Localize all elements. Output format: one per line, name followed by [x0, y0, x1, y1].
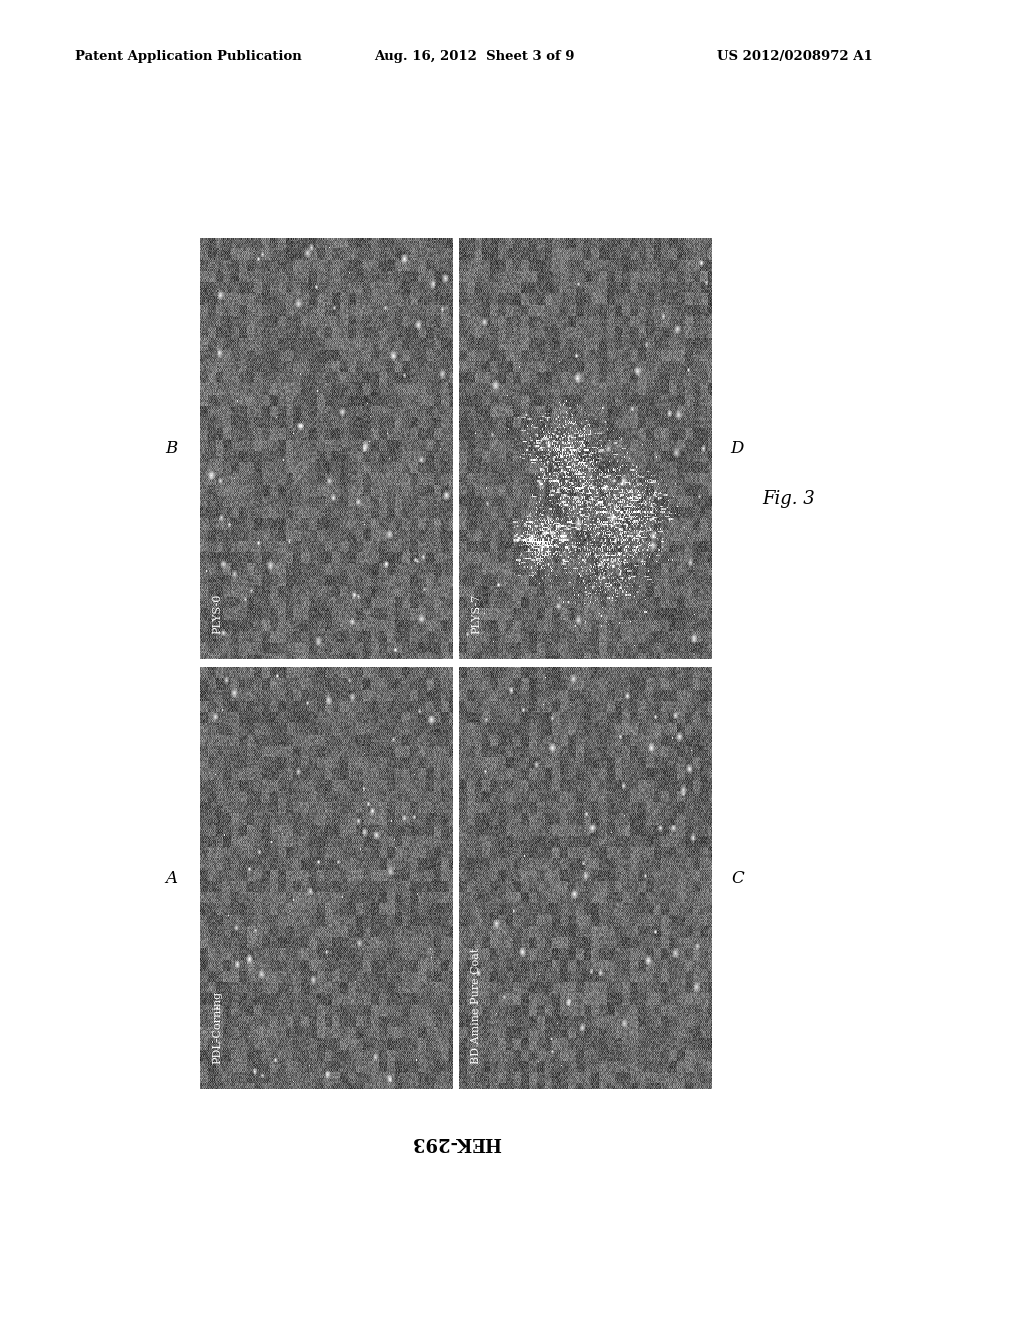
Text: Aug. 16, 2012  Sheet 3 of 9: Aug. 16, 2012 Sheet 3 of 9 — [374, 50, 574, 63]
Text: B: B — [165, 440, 177, 457]
Text: D: D — [730, 440, 744, 457]
Text: PLYS-7: PLYS-7 — [471, 594, 481, 634]
Text: BD Amine Pure Coat: BD Amine Pure Coat — [471, 948, 481, 1064]
Text: HEK-293: HEK-293 — [411, 1133, 501, 1151]
Text: A: A — [165, 870, 177, 887]
Text: PLYS-0: PLYS-0 — [212, 594, 222, 634]
Text: Fig. 3: Fig. 3 — [762, 490, 815, 508]
Text: PDL-Corning: PDL-Corning — [212, 990, 222, 1064]
Text: C: C — [731, 870, 743, 887]
Text: US 2012/0208972 A1: US 2012/0208972 A1 — [717, 50, 872, 63]
Text: Patent Application Publication: Patent Application Publication — [75, 50, 301, 63]
